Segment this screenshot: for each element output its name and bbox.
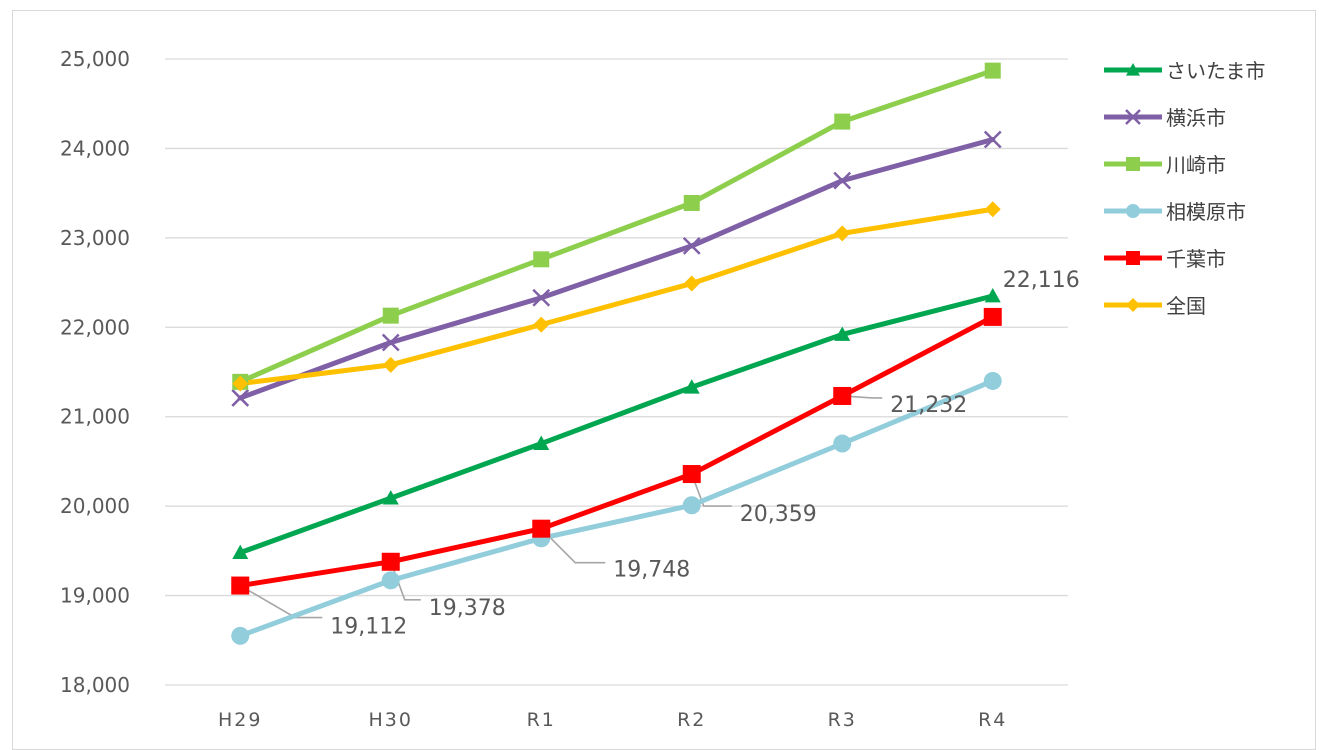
marker-x-stroke [1125, 109, 1141, 125]
marker-triangle [984, 287, 1001, 303]
marker-square [533, 251, 550, 268]
marker-x [682, 237, 701, 255]
marker-x-stroke [833, 171, 852, 190]
legend-item: 横浜市 [1104, 106, 1226, 130]
marker-triangle [533, 435, 550, 450]
legend-item: 全国 [1104, 294, 1206, 318]
legend-item: 相模原市 [1104, 200, 1246, 224]
marker-diamond [533, 316, 550, 333]
series-line [237, 293, 996, 556]
marker-square [683, 194, 700, 211]
series-line [237, 206, 996, 387]
x-tick-label: R1 [527, 709, 556, 731]
marker-square [833, 386, 852, 405]
marker-triangle [683, 379, 700, 394]
marker-square [1126, 157, 1140, 171]
series-lines [237, 68, 996, 639]
marker-circle [682, 496, 701, 515]
marker-x [532, 288, 551, 307]
marker-square [682, 465, 701, 484]
x-tick-label: H30 [369, 709, 413, 731]
gridlines [165, 58, 1068, 686]
series-line [237, 378, 996, 639]
series-markers [231, 62, 1002, 645]
data-label: 21,232 [890, 393, 967, 418]
marker-diamond [382, 356, 399, 373]
marker-x-stroke [532, 288, 551, 307]
marker-circle [231, 626, 250, 645]
marker-circle [983, 371, 1002, 390]
leader-line [842, 395, 883, 399]
legend-item: さいたま市 [1104, 59, 1265, 83]
y-tick-label: 19,000 [60, 584, 130, 608]
marker-square [381, 552, 400, 571]
legend-label: 横浜市 [1166, 106, 1226, 130]
marker-square [983, 307, 1002, 326]
marker-x-stroke [231, 389, 250, 407]
marker-x-stroke [381, 333, 400, 352]
data-label: 19,112 [330, 615, 407, 640]
marker-square [834, 113, 851, 130]
data-labels: 19,112 19,378 19,748 20,359 21,232 22,116 [330, 268, 1079, 640]
y-tick-label: 22,000 [60, 315, 130, 339]
y-tick-label: 18,000 [60, 673, 130, 697]
series-line [237, 136, 996, 401]
series-line [237, 68, 996, 385]
marker-square [231, 576, 250, 595]
series-line [237, 314, 996, 589]
legend-label: 相模原市 [1166, 200, 1246, 224]
marker-square [984, 62, 1001, 79]
legend-item: 千葉市 [1104, 247, 1226, 271]
data-label: 19,748 [613, 558, 690, 583]
y-tick-label: 23,000 [60, 226, 130, 250]
x-tick-label: H29 [218, 709, 262, 731]
y-tick-label: 24,000 [60, 136, 130, 160]
marker-x [231, 389, 250, 407]
marker-x-stroke [682, 237, 701, 255]
marker-x [381, 333, 400, 352]
legend-label: 全国 [1166, 294, 1206, 318]
marker-triangle [232, 544, 249, 560]
marker-square [532, 519, 551, 538]
marker-circle [381, 571, 400, 590]
legend-item: 川崎市 [1104, 153, 1226, 177]
marker-square [382, 307, 399, 324]
y-tick-label: 25,000 [60, 47, 130, 71]
data-label: 19,378 [429, 596, 506, 621]
y-axis-ticks: 18,000 19,000 20,000 21,000 22,000 23,000 24,0… [60, 47, 130, 697]
x-tick-label: R2 [677, 709, 706, 731]
y-tick-label: 20,000 [60, 494, 130, 518]
marker-x [833, 171, 852, 190]
marker-triangle [1126, 63, 1140, 76]
x-tick-label: R4 [978, 709, 1007, 731]
marker-x [983, 130, 1002, 149]
marker-circle [1126, 204, 1140, 218]
leader-line [691, 473, 732, 507]
legend-label: さいたま市 [1166, 59, 1265, 83]
x-axis-ticks: H29 H30 R1 R2 R3 R4 [218, 709, 1007, 731]
y-tick-label: 21,000 [60, 405, 130, 429]
marker-circle [833, 434, 852, 453]
marker-diamond [232, 375, 249, 392]
marker-triangle [834, 326, 851, 341]
data-label: 22,116 [1003, 268, 1080, 293]
x-tick-label: R3 [828, 709, 857, 731]
marker-diamond [1126, 298, 1140, 312]
marker-x [1125, 109, 1141, 125]
leader-line [540, 528, 606, 564]
marker-diamond [984, 201, 1001, 218]
data-label: 20,359 [740, 502, 817, 527]
marker-x-stroke [983, 130, 1002, 149]
legend-label: 川崎市 [1166, 153, 1226, 177]
legend-label: 千葉市 [1166, 247, 1226, 271]
marker-diamond [834, 225, 851, 242]
marker-square [1126, 251, 1140, 265]
marker-triangle [382, 490, 399, 505]
marker-diamond [683, 275, 700, 292]
